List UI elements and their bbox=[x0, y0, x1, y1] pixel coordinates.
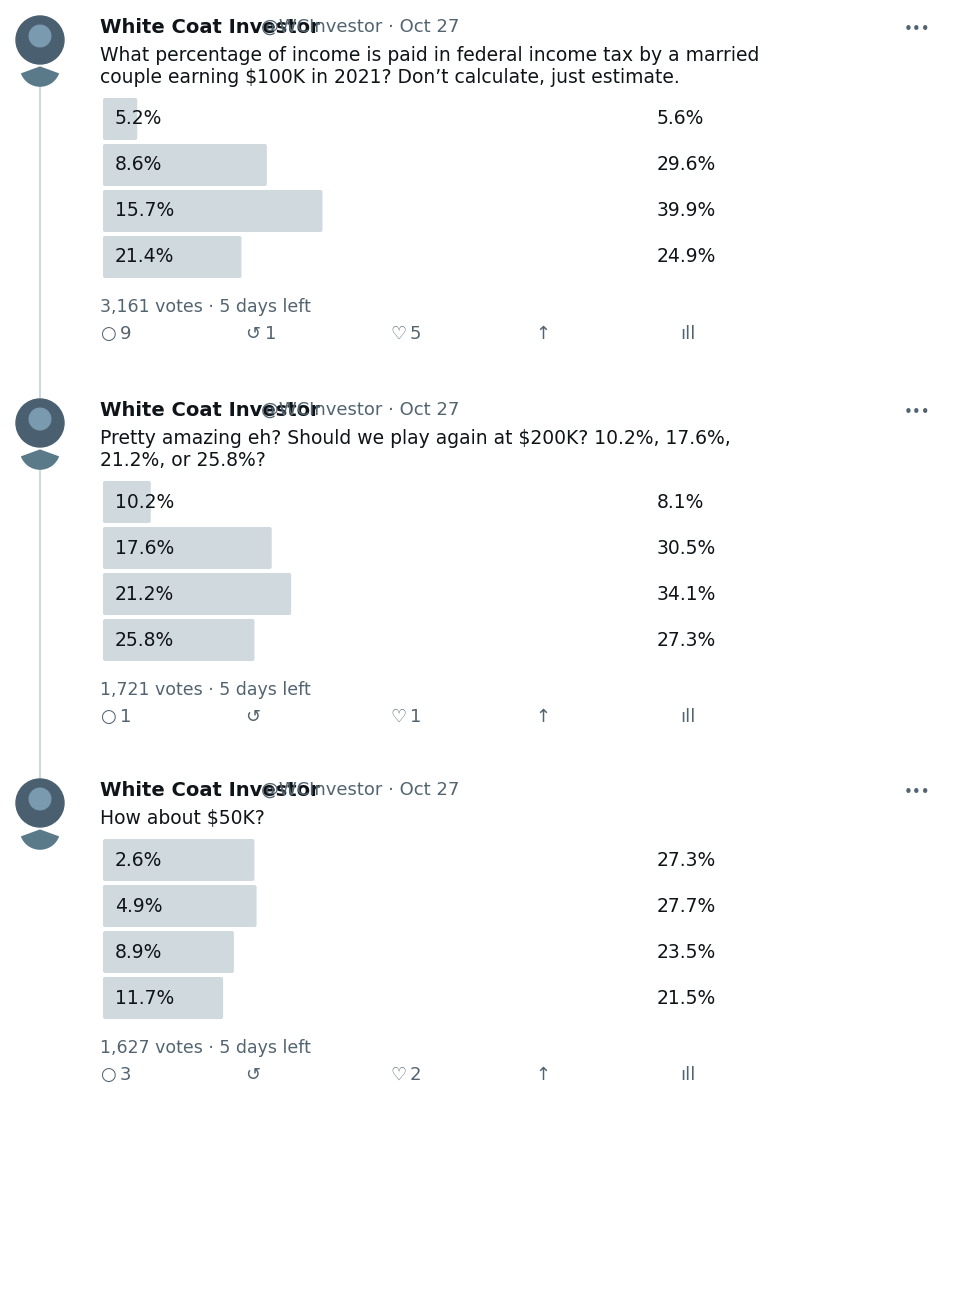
Circle shape bbox=[16, 16, 64, 64]
Text: 21.4%: 21.4% bbox=[115, 247, 175, 267]
Text: ıll: ıll bbox=[680, 325, 695, 343]
Text: ↑: ↑ bbox=[535, 325, 550, 343]
Text: 1,721 votes · 5 days left: 1,721 votes · 5 days left bbox=[100, 680, 311, 699]
FancyBboxPatch shape bbox=[103, 976, 223, 1019]
Text: ○: ○ bbox=[100, 708, 116, 726]
Wedge shape bbox=[21, 829, 60, 850]
Text: Pretty amazing eh? Should we play again at $200K? 10.2%, 17.6%,: Pretty amazing eh? Should we play again … bbox=[100, 429, 731, 447]
Text: 8.9%: 8.9% bbox=[115, 942, 162, 962]
Text: 2.6%: 2.6% bbox=[115, 850, 162, 870]
Text: ↑: ↑ bbox=[535, 1066, 550, 1084]
Text: •••: ••• bbox=[903, 405, 930, 420]
Text: 21.2%, or 25.8%?: 21.2%, or 25.8%? bbox=[100, 451, 266, 470]
Text: 29.6%: 29.6% bbox=[657, 155, 716, 175]
Text: 27.3%: 27.3% bbox=[657, 630, 716, 650]
Wedge shape bbox=[21, 449, 60, 470]
Text: ↺: ↺ bbox=[245, 325, 260, 343]
Text: What percentage of income is paid in federal income tax by a married: What percentage of income is paid in fed… bbox=[100, 46, 759, 64]
FancyBboxPatch shape bbox=[103, 482, 151, 522]
Text: 27.7%: 27.7% bbox=[657, 896, 716, 916]
Text: •••: ••• bbox=[903, 22, 930, 37]
Text: ıll: ıll bbox=[680, 708, 695, 726]
FancyBboxPatch shape bbox=[103, 236, 242, 278]
Circle shape bbox=[29, 25, 51, 47]
Text: 30.5%: 30.5% bbox=[657, 538, 716, 558]
Text: 27.3%: 27.3% bbox=[657, 850, 716, 870]
Circle shape bbox=[16, 399, 64, 447]
Text: White Coat Investor: White Coat Investor bbox=[100, 18, 320, 37]
Text: 3,161 votes · 5 days left: 3,161 votes · 5 days left bbox=[100, 297, 311, 316]
Circle shape bbox=[16, 779, 64, 826]
FancyBboxPatch shape bbox=[103, 190, 323, 232]
Text: 8.6%: 8.6% bbox=[115, 155, 162, 175]
Text: White Coat Investor: White Coat Investor bbox=[100, 780, 320, 800]
FancyBboxPatch shape bbox=[103, 97, 137, 139]
Text: 25.8%: 25.8% bbox=[115, 630, 175, 650]
Text: couple earning $100K in 2021? Don’t calculate, just estimate.: couple earning $100K in 2021? Don’t calc… bbox=[100, 68, 680, 87]
Text: •••: ••• bbox=[903, 786, 930, 800]
Text: 21.2%: 21.2% bbox=[115, 584, 175, 604]
FancyBboxPatch shape bbox=[103, 840, 254, 880]
Text: ↑: ↑ bbox=[535, 708, 550, 726]
Text: ○: ○ bbox=[100, 325, 116, 343]
FancyBboxPatch shape bbox=[103, 143, 267, 186]
Text: ○: ○ bbox=[100, 1066, 116, 1084]
Text: 5: 5 bbox=[410, 325, 421, 343]
Text: 15.7%: 15.7% bbox=[115, 201, 175, 221]
Text: 10.2%: 10.2% bbox=[115, 492, 175, 512]
Text: 39.9%: 39.9% bbox=[657, 201, 716, 221]
FancyBboxPatch shape bbox=[103, 884, 256, 926]
FancyBboxPatch shape bbox=[103, 930, 234, 973]
Text: 1: 1 bbox=[410, 708, 421, 726]
FancyBboxPatch shape bbox=[103, 572, 291, 615]
Text: 4.9%: 4.9% bbox=[115, 896, 162, 916]
Circle shape bbox=[29, 788, 51, 809]
Circle shape bbox=[29, 408, 51, 430]
Text: ↺: ↺ bbox=[245, 708, 260, 726]
Text: How about $50K?: How about $50K? bbox=[100, 809, 265, 828]
Text: 3: 3 bbox=[120, 1066, 132, 1084]
FancyBboxPatch shape bbox=[103, 619, 254, 661]
Text: ♡: ♡ bbox=[390, 1066, 406, 1084]
FancyBboxPatch shape bbox=[103, 526, 272, 569]
Text: White Coat Investor: White Coat Investor bbox=[100, 401, 320, 420]
Text: 1: 1 bbox=[265, 325, 276, 343]
Text: @WCInvestor · Oct 27: @WCInvestor · Oct 27 bbox=[261, 18, 459, 36]
Text: 23.5%: 23.5% bbox=[657, 942, 716, 962]
Text: 5.6%: 5.6% bbox=[657, 109, 705, 129]
Text: 1,627 votes · 5 days left: 1,627 votes · 5 days left bbox=[100, 1040, 311, 1057]
Text: 21.5%: 21.5% bbox=[657, 988, 716, 1008]
Wedge shape bbox=[21, 66, 60, 87]
Text: 34.1%: 34.1% bbox=[657, 584, 716, 604]
Text: 1: 1 bbox=[120, 708, 132, 726]
Text: 2: 2 bbox=[410, 1066, 421, 1084]
Text: @WCInvestor · Oct 27: @WCInvestor · Oct 27 bbox=[261, 780, 459, 799]
Text: 24.9%: 24.9% bbox=[657, 247, 716, 267]
Text: 11.7%: 11.7% bbox=[115, 988, 175, 1008]
Text: ↺: ↺ bbox=[245, 1066, 260, 1084]
Text: ♡: ♡ bbox=[390, 708, 406, 726]
Text: 9: 9 bbox=[120, 325, 132, 343]
Text: ıll: ıll bbox=[680, 1066, 695, 1084]
Text: 8.1%: 8.1% bbox=[657, 492, 705, 512]
Text: 5.2%: 5.2% bbox=[115, 109, 162, 129]
Text: ♡: ♡ bbox=[390, 325, 406, 343]
Text: @WCInvestor · Oct 27: @WCInvestor · Oct 27 bbox=[261, 401, 459, 418]
Text: 17.6%: 17.6% bbox=[115, 538, 175, 558]
